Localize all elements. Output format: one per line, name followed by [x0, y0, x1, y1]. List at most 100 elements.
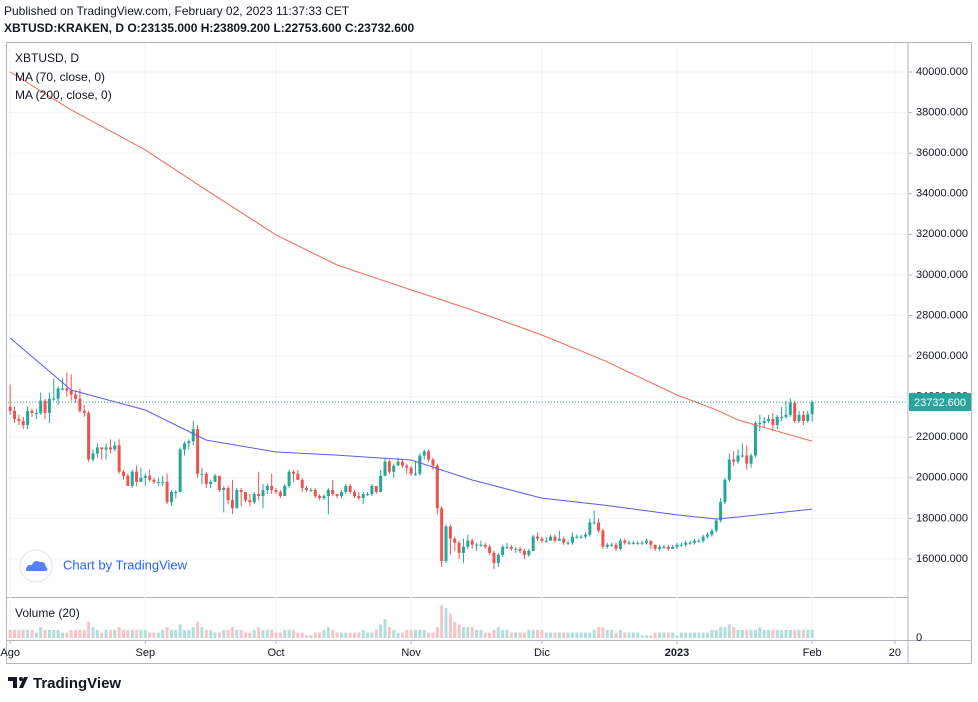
x-tick-label: Feb	[803, 647, 822, 659]
candle-body	[627, 542, 631, 544]
volume-bar	[217, 632, 221, 638]
symbol: XBTUSD, D	[15, 51, 79, 65]
candle-body	[409, 467, 413, 474]
candle-body	[43, 400, 47, 413]
volume-bar	[453, 621, 457, 638]
candle-body	[540, 538, 544, 541]
candle-body	[104, 447, 108, 450]
volume-bar	[610, 629, 614, 638]
volume-bar	[788, 629, 792, 638]
volume-bar	[161, 629, 165, 638]
volume-bar	[684, 632, 688, 638]
candle-body	[318, 496, 322, 499]
volume-bar	[357, 632, 361, 638]
volume-bar	[457, 624, 461, 638]
candle-body	[379, 475, 383, 493]
volume-bar	[780, 629, 784, 638]
candle-body	[544, 540, 548, 542]
candle-body	[570, 536, 574, 543]
volume-bar	[536, 629, 540, 638]
y-tick-label: 20000.000	[916, 472, 968, 484]
candle-body	[283, 485, 287, 497]
volume-bar	[732, 627, 736, 638]
candle-body	[492, 552, 496, 564]
candle-body	[518, 548, 522, 551]
candle-body	[448, 526, 452, 539]
volume-bar	[300, 632, 304, 638]
watermark-cloud	[26, 561, 48, 571]
candle-body	[662, 546, 666, 548]
candle-body	[352, 492, 356, 497]
volume-bar	[396, 632, 400, 638]
candle-body	[488, 546, 492, 553]
candle-body	[440, 508, 444, 562]
candle-body	[156, 481, 160, 483]
volume-bar	[675, 635, 679, 638]
candle-body	[117, 445, 121, 472]
volume-bar	[148, 632, 152, 638]
watermark: Chart by TradingView	[19, 549, 188, 583]
candle-body	[784, 414, 788, 417]
volume-bar	[344, 632, 348, 638]
candle-body	[248, 500, 252, 503]
volume-bar	[379, 624, 383, 638]
candle-body	[65, 388, 69, 391]
y-tick-label: 40000.000	[916, 66, 968, 78]
candle-body	[727, 459, 731, 480]
candle-body	[579, 536, 583, 538]
volume-bar	[74, 629, 78, 638]
candle-body	[575, 536, 579, 538]
candle-body	[644, 540, 648, 543]
candle-body	[265, 485, 269, 490]
volume-bar	[505, 629, 509, 638]
candle-body	[583, 534, 587, 537]
candle-body	[113, 445, 117, 450]
candle-body	[697, 540, 701, 542]
candle-body	[566, 542, 570, 544]
candle-body	[496, 554, 500, 564]
volume-bar	[257, 627, 261, 638]
volume-bar	[544, 632, 548, 638]
candle-body	[100, 447, 104, 450]
y-tick-label: 26000.000	[916, 350, 968, 362]
volume-bar	[470, 627, 474, 638]
candle-body	[357, 496, 361, 499]
volume-bar	[108, 629, 112, 638]
volume-bar	[13, 629, 17, 638]
candle-body	[30, 410, 34, 413]
volume-bar	[331, 629, 335, 638]
volume-bar	[43, 629, 47, 638]
candle-body	[322, 496, 326, 499]
candle-body	[244, 492, 248, 501]
candle-body	[701, 536, 705, 541]
volume-bar	[488, 632, 492, 638]
volume-bar	[348, 632, 352, 638]
volume-bar	[723, 627, 727, 638]
volume-bar	[614, 632, 618, 638]
candle-body	[387, 461, 391, 472]
volume-bar	[566, 632, 570, 638]
volume-bar	[204, 629, 208, 638]
volume-bar	[727, 624, 731, 638]
candle-body	[121, 471, 125, 476]
volume-bar	[719, 627, 723, 638]
candle-body	[13, 410, 17, 419]
volume-bar	[527, 629, 531, 638]
candle-body	[562, 538, 566, 543]
volume-bar	[183, 629, 187, 638]
volume-bar	[662, 632, 666, 638]
candle-body	[422, 451, 426, 456]
volume-bar	[52, 629, 56, 638]
moving-average	[9, 337, 813, 520]
volume-bar	[793, 629, 797, 638]
candle-body	[444, 526, 448, 562]
volume-bar	[235, 629, 239, 638]
volume-bar	[113, 629, 117, 638]
candle-body	[597, 522, 601, 531]
candle-body	[226, 487, 230, 501]
x-tick-label: 2023	[665, 647, 689, 659]
candle-body	[758, 423, 762, 425]
volume-bar	[26, 629, 30, 638]
volume-bar	[143, 629, 147, 638]
candle-body	[557, 538, 561, 541]
